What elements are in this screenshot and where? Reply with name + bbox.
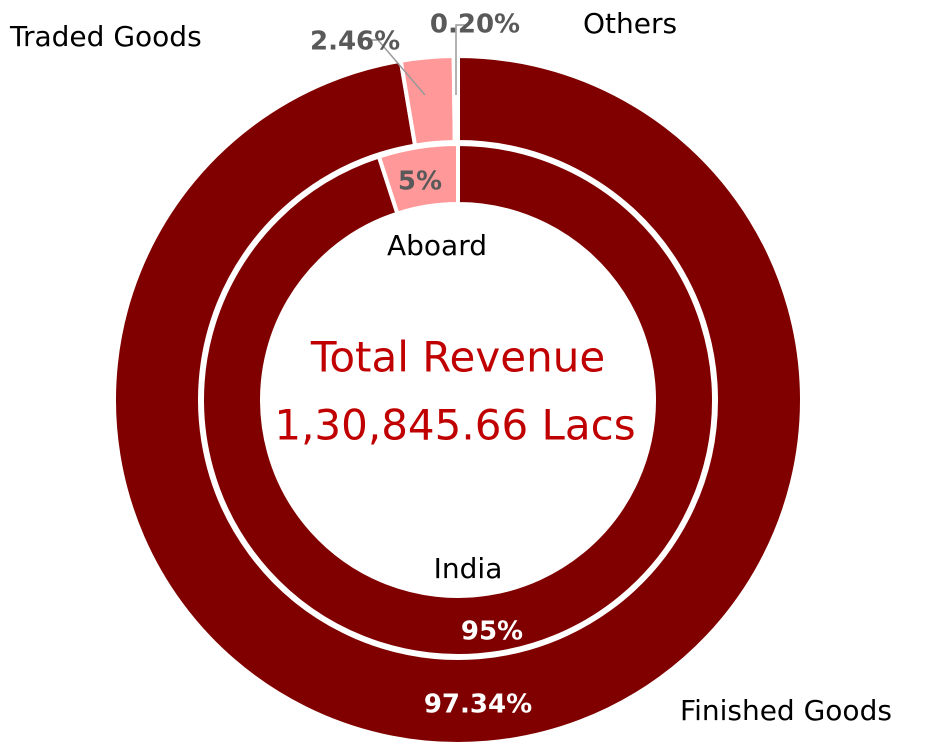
donut-slice: [376, 141, 460, 217]
category-label: India: [434, 552, 503, 585]
value-label: 0.20%: [430, 10, 520, 40]
center-value: 1,30,845.66 Lacs: [274, 401, 635, 450]
value-label: 97.34%: [424, 690, 532, 720]
value-label: 5%: [398, 167, 442, 197]
value-label: 95%: [461, 617, 523, 647]
category-label: Traded Goods: [9, 20, 202, 53]
leader-line: [366, 39, 426, 96]
donut-slice: [200, 141, 716, 658]
category-label: Finished Goods: [680, 694, 892, 727]
center-title: Total Revenue: [310, 333, 605, 382]
leader-line: [455, 24, 466, 95]
category-label: Aboard: [387, 229, 487, 262]
value-label: 2.46%: [310, 27, 400, 57]
category-label: Others: [583, 7, 677, 40]
